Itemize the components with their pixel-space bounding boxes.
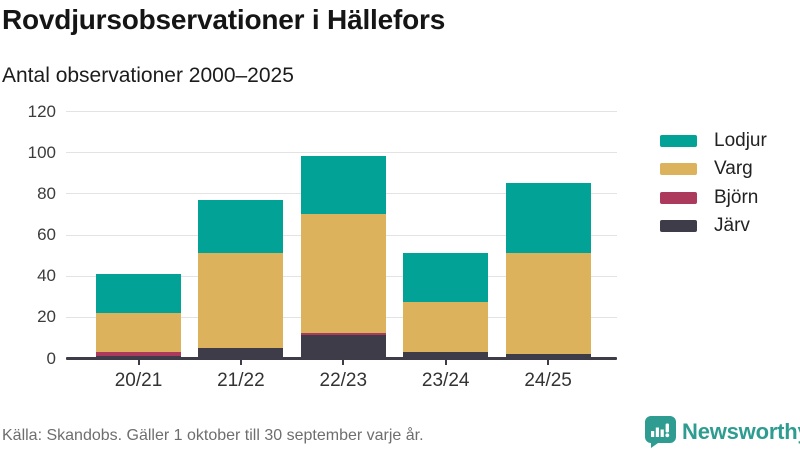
legend-swatch-lodjur [660, 135, 697, 147]
y-tick-label: 80 [37, 183, 56, 203]
gridline-y-120 [66, 111, 617, 113]
bar-segment-20-21-björn [96, 351, 181, 356]
bar-segment-23-24-järv [403, 351, 489, 358]
bar-segment-21-22-varg [198, 253, 284, 348]
bar-segment-20-21-varg [96, 312, 181, 352]
newsworthy-chart-bubble-icon [645, 416, 676, 448]
legend-item-varg: Varg [660, 158, 753, 180]
y-tick-label: 100 [27, 142, 56, 162]
bar-segment-23-24-varg [403, 302, 489, 352]
bar-segment-20-21-lodjur [96, 273, 181, 313]
legend-label: Järv [714, 214, 750, 236]
legend-label: Varg [714, 158, 753, 180]
legend-label: Björn [714, 186, 759, 208]
y-tick-label: 20 [37, 307, 56, 327]
x-tick [239, 359, 242, 365]
gridline-y-100 [66, 152, 617, 154]
x-tick [137, 359, 140, 365]
x-tick-label: 22/23 [319, 370, 368, 391]
newsworthy-logo-text: Newsworthy [682, 419, 800, 444]
bar-segment-22-23-järv [300, 335, 386, 358]
legend-swatch-varg [660, 163, 697, 176]
chart-subtitle: Antal observationer 2000–2025 [2, 64, 294, 87]
legend-item-lodjur: Lodjur [660, 130, 767, 151]
x-tick [444, 359, 447, 365]
legend-label: Lodjur [714, 130, 767, 151]
y-tick-label: 60 [37, 225, 56, 245]
x-tick-label: 24/25 [524, 370, 572, 391]
x-tick [547, 359, 550, 365]
bar-segment-21-22-lodjur [198, 199, 284, 254]
legend-item-björn: Björn [660, 186, 759, 208]
bar-segment-22-23-björn [300, 333, 386, 336]
bar-segment-24-25-varg [505, 253, 591, 354]
bar-segment-24-25-järv [505, 353, 591, 358]
x-tick-label: 20/21 [114, 370, 163, 391]
x-axis-line [66, 356, 617, 360]
y-tick-label: 40 [37, 266, 56, 286]
legend-swatch-järv [660, 219, 697, 232]
newsworthy-logo[interactable]: Newsworthy [645, 416, 800, 448]
bar-segment-23-24-lodjur [403, 253, 489, 303]
x-tick-label: 21/22 [217, 370, 265, 391]
legend-item-järv: Järv [660, 214, 750, 236]
x-tick-label: 23/24 [421, 370, 470, 391]
y-tick-label: 120 [27, 101, 56, 121]
bar-segment-22-23-varg [300, 214, 386, 334]
y-tick-label: 0 [46, 348, 56, 368]
chart-title: Rovdjursobservationer i Hällefors [2, 4, 446, 35]
source-note: Källa: Skandobs. Gäller 1 oktober till 3… [2, 427, 424, 444]
bar-segment-22-23-lodjur [300, 156, 386, 214]
legend-swatch-björn [660, 191, 697, 204]
bar-segment-21-22-järv [198, 347, 284, 358]
x-tick [342, 359, 345, 365]
bar-segment-24-25-lodjur [505, 183, 591, 254]
